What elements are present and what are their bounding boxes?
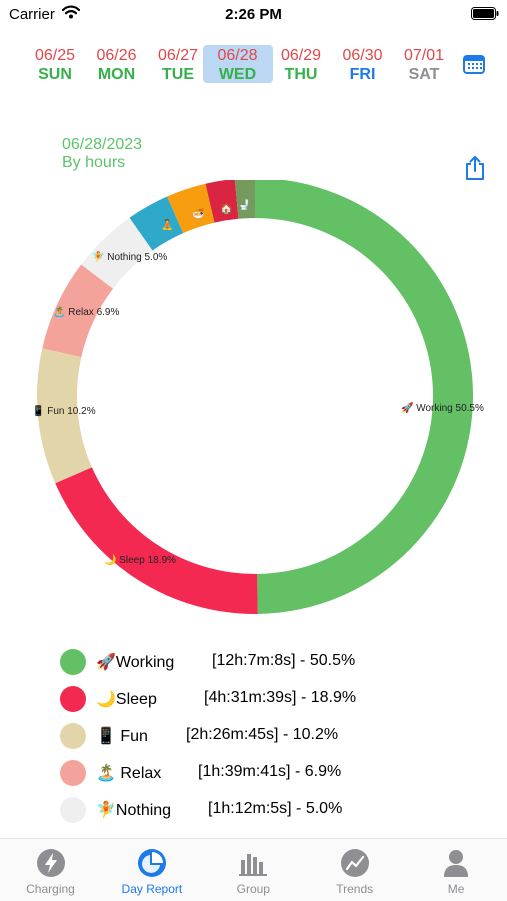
day-date: 06/28 xyxy=(217,47,258,64)
day-date: 07/01 xyxy=(403,47,445,64)
donut-segment xyxy=(205,180,239,223)
segment-label: 🏠 xyxy=(220,204,233,215)
legend-color-dot xyxy=(60,686,86,712)
tab-bar: Charging Day Report Group Trends Me xyxy=(0,838,507,901)
status-time: 2:26 PM xyxy=(225,6,282,23)
report-date: 06/28/2023 xyxy=(62,136,143,153)
segment-label: 🧚 Nothing 5.0% xyxy=(92,252,168,263)
day-name: SAT xyxy=(408,66,440,83)
day-name: MON xyxy=(97,66,136,83)
legend-color-dot xyxy=(60,760,86,786)
day-date: 06/27 xyxy=(157,47,199,64)
donut-segment xyxy=(129,196,184,251)
day-name: THU xyxy=(284,66,318,83)
legend-duration-percent: [2h:26m:45s] - 10.2% xyxy=(186,726,339,743)
legend-duration-percent: [4h:31m:39s] - 18.9% xyxy=(204,689,357,706)
day-tue[interactable]: 06/27 TUE xyxy=(143,45,213,83)
legend-duration-percent: [12h:7m:8s] - 50.5% xyxy=(212,652,356,669)
share-icon[interactable] xyxy=(464,155,486,186)
legend-color-dot xyxy=(60,797,86,823)
day-wed[interactable]: 06/28 WED xyxy=(202,45,273,83)
segment-label: 🏝️ Relax 6.9% xyxy=(53,307,120,318)
day-date: 06/29 xyxy=(280,47,322,64)
tab-charging[interactable]: Charging xyxy=(0,839,101,901)
calendar-icon[interactable] xyxy=(463,54,485,79)
legend-color-dot xyxy=(60,723,86,749)
legend-duration-percent: [1h:12m:5s] - 5.0% xyxy=(208,800,343,817)
day-date: 06/30 xyxy=(342,47,383,64)
tab-label: Charging xyxy=(26,882,75,896)
tab-me[interactable]: Me xyxy=(406,839,507,901)
day-date: 06/25 xyxy=(34,47,76,64)
tab-label: Group xyxy=(236,882,270,896)
tab-trends[interactable]: Trends xyxy=(304,839,405,901)
tab-label: Day Report xyxy=(121,882,183,896)
donut-segment xyxy=(167,183,215,234)
week-date-strip: 06/25 SUN 06/26 MON 06/27 TUE 06/28 WED 06/29 THU… xyxy=(20,45,450,85)
segment-label: 🧘 xyxy=(161,220,174,231)
wifi-icon xyxy=(61,5,81,24)
carrier-label: Carrier xyxy=(9,6,55,23)
battery-icon xyxy=(471,7,499,25)
report-mode: By hours xyxy=(62,154,126,171)
tab-label: Me xyxy=(447,882,465,896)
trend-chart-icon xyxy=(304,848,405,878)
day-date: 06/26 xyxy=(96,47,137,64)
tab-label: Trends xyxy=(336,882,374,896)
legend-color-dot xyxy=(60,649,86,675)
tab-group[interactable]: Group xyxy=(203,839,304,901)
bolt-icon xyxy=(0,848,101,878)
day-thu[interactable]: 06/29 THU xyxy=(266,45,336,83)
day-name: SUN xyxy=(38,66,72,83)
donut-svg xyxy=(37,180,473,614)
legend-category-name: 🧚Nothing xyxy=(96,802,172,819)
day-name: FRI xyxy=(349,66,376,83)
donut-segment xyxy=(255,180,473,614)
status-bar: Carrier 2:26 PM xyxy=(0,0,507,28)
donut-segment xyxy=(55,467,258,614)
pie-chart-icon xyxy=(101,848,202,878)
legend-duration-percent: [1h:39m:41s] - 6.9% xyxy=(198,763,342,780)
donut-segment xyxy=(81,217,153,289)
person-icon xyxy=(406,848,507,878)
segment-label: 📱 Fun 10.2% xyxy=(32,406,96,417)
segment-label: 🌙 Sleep 18.9% xyxy=(104,555,176,566)
day-name: TUE xyxy=(162,66,194,83)
day-fri[interactable]: 06/30 FRI xyxy=(328,45,398,83)
activity-donut-chart: 🚀 Working 50.5% 🌙 Sleep 18.9% 📱 Fun 10.2% 🏝… xyxy=(0,180,507,620)
legend-category-name: 🏝️ Relax xyxy=(96,765,162,782)
day-mon[interactable]: 06/26 MON xyxy=(82,45,152,83)
tab-day-report[interactable]: Day Report xyxy=(101,839,202,901)
donut-segment xyxy=(42,264,114,358)
segment-label: 🚀 Working 50.5% xyxy=(401,403,484,414)
day-name: WED xyxy=(218,66,257,83)
donut-segment xyxy=(37,348,92,484)
legend-category-name: 🚀Working xyxy=(96,654,175,671)
segment-label: 🚽 xyxy=(238,200,251,211)
legend-category-name: 🌙Sleep xyxy=(96,691,157,708)
donut-segment xyxy=(234,180,255,219)
day-sat[interactable]: 07/01 SAT xyxy=(389,45,459,83)
day-sun[interactable]: 06/25 SUN xyxy=(20,45,90,83)
legend-category-name: 📱 Fun xyxy=(96,728,148,745)
segment-label: 🍜 xyxy=(192,209,205,220)
bar-chart-icon xyxy=(203,848,304,878)
